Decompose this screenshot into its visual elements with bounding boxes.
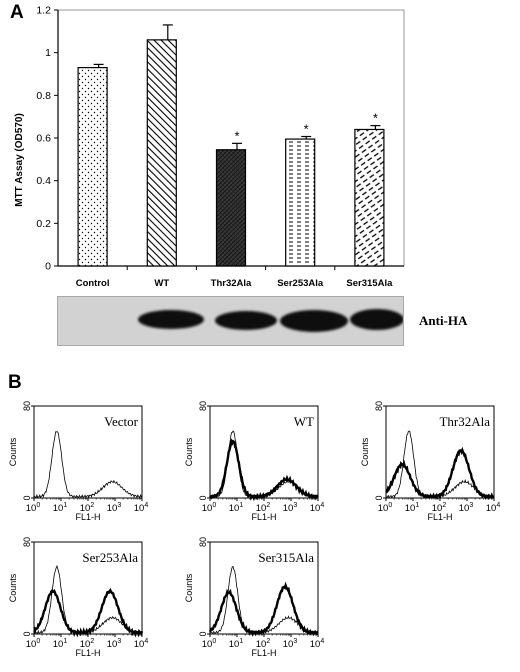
- panel-a-bars: Control WT * Thr32Ala * Ser253Ala * Ser315Ala: [76, 24, 393, 289]
- y-axis-label: Counts: [184, 437, 194, 466]
- significance-marker: *: [373, 111, 378, 126]
- y-tick-label: 0: [22, 631, 32, 636]
- thin-histogram-curve: [33, 564, 143, 635]
- x-tick-label: 104: [310, 638, 325, 650]
- x-tick-label: 104: [310, 502, 325, 514]
- x-tick-label: 101: [53, 638, 68, 650]
- panel-a-bar-chart: 0 0.2 0.4 0.6 0.8 1 1.2 Control WT * Thr32Ala * Ser…: [14, 5, 405, 289]
- y-tick-label: 80: [198, 537, 208, 547]
- bold-histogram-curve: [33, 587, 144, 638]
- x-tick-label: 100: [26, 502, 41, 514]
- bold-histogram-curve: [208, 581, 319, 637]
- blot-label: Anti-HA: [419, 313, 468, 328]
- y-tick-label: 0.2: [36, 218, 51, 230]
- y-tick-label: 1: [45, 47, 51, 59]
- x-tick-label: 100: [202, 502, 217, 514]
- significance-marker: *: [234, 128, 239, 143]
- y-tick-label: 0.8: [36, 90, 51, 102]
- histogram-wt: 0 80 Counts 100 101 102 103 104 FL1-H WT: [178, 396, 328, 536]
- bar-control: [77, 66, 108, 267]
- x-tick-label: 100: [202, 638, 217, 650]
- category-label: Ser253Ala: [277, 278, 324, 289]
- x-tick-label: 100: [378, 502, 393, 514]
- x-tick-label: 104: [134, 502, 149, 514]
- category-label: Control: [76, 278, 110, 289]
- y-tick-label: 80: [198, 401, 208, 411]
- x-axis-label: FL1-H: [427, 512, 452, 522]
- x-tick-label: 103: [283, 502, 298, 514]
- y-tick-label: 0.4: [36, 175, 51, 187]
- y-tick-label: 0.6: [36, 133, 51, 145]
- category-label: Ser315Ala: [346, 278, 393, 289]
- histogram-vector: 0 80 Counts 100 101 102 103 104 FL1-H Vector: [2, 396, 152, 536]
- y-tick-label: 80: [22, 401, 32, 411]
- panel-letter-a: A: [10, 2, 24, 23]
- y-axis-label: MTT Assay (OD570): [14, 113, 25, 207]
- histogram-ser315ala: 0 80 Counts 100 101 102 103 104 FL1-H Ser315Ala: [178, 532, 328, 672]
- histogram-thr32ala: 0 80 Counts 100 101 102 103 104 FL1-H Thr32Ala: [354, 396, 504, 536]
- y-tick-label: 0: [22, 495, 32, 500]
- x-tick-label: 101: [229, 638, 244, 650]
- histogram-ser253ala: 0 80 Counts 100 101 102 103 104 FL1-H Ser253Ala: [2, 532, 152, 672]
- histogram-label: Ser315Ala: [258, 550, 314, 565]
- bar-ser253ala: [285, 138, 316, 267]
- bar-ser315ala: [354, 128, 385, 267]
- x-tick-label: 104: [486, 502, 501, 514]
- histogram-label: Ser253Ala: [82, 550, 138, 565]
- histogram-label: WT: [294, 414, 314, 429]
- histogram-label: Vector: [104, 414, 139, 429]
- y-axis-label: Counts: [184, 573, 194, 602]
- category-label: Thr32Ala: [211, 278, 252, 289]
- y-tick-label: 0: [45, 261, 51, 273]
- bold-histogram-curve: [385, 446, 495, 500]
- x-tick-label: 101: [229, 502, 244, 514]
- y-tick-label: 0: [198, 631, 208, 636]
- x-tick-label: 101: [405, 502, 420, 514]
- y-tick-label: 80: [22, 537, 32, 547]
- blot-band-thr32ala: [215, 311, 277, 330]
- y-axis-label: Counts: [8, 437, 18, 466]
- y-tick-label: 1.2: [36, 5, 51, 17]
- x-tick-label: 103: [107, 502, 122, 514]
- panel-letter-b: B: [8, 372, 22, 393]
- significance-marker: *: [304, 122, 309, 137]
- y-axis-label: Counts: [360, 437, 370, 466]
- x-axis-label: FL1-H: [75, 648, 100, 658]
- y-axis-label: Counts: [8, 573, 18, 602]
- x-axis-label: FL1-H: [251, 648, 276, 658]
- x-tick-label: 104: [134, 638, 149, 650]
- thin-histogram-curve: [33, 431, 143, 499]
- x-tick-label: 101: [53, 502, 68, 514]
- y-tick-label: 0: [198, 495, 208, 500]
- bar-wt: [146, 39, 177, 267]
- category-label: WT: [154, 278, 169, 289]
- x-tick-label: 103: [459, 502, 474, 514]
- histogram-label: Thr32Ala: [439, 414, 490, 429]
- blot-band-wt: [138, 310, 204, 329]
- blot-band-ser315ala: [350, 309, 403, 330]
- x-tick-label: 103: [107, 638, 122, 650]
- x-axis-label: FL1-H: [75, 512, 100, 522]
- y-tick-label: 0: [374, 495, 384, 500]
- western-blot: [57, 296, 404, 346]
- x-tick-label: 100: [26, 638, 41, 650]
- x-tick-label: 103: [283, 638, 298, 650]
- bold-histogram-curve: [209, 438, 319, 502]
- y-tick-label: 80: [374, 401, 384, 411]
- blot-band-ser253ala: [280, 310, 348, 332]
- bar-thr32ala: [215, 149, 247, 267]
- x-axis-label: FL1-H: [251, 512, 276, 522]
